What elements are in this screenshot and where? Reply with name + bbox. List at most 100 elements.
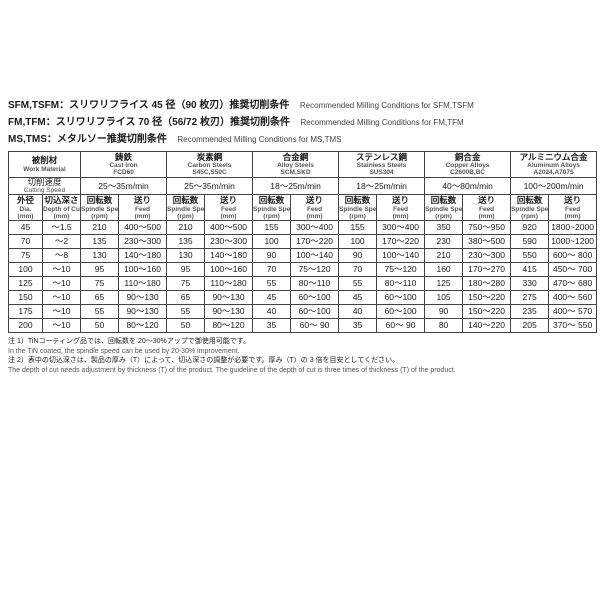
cell-rpm: 65 bbox=[81, 291, 119, 305]
cell-rpm: 75 bbox=[81, 277, 119, 291]
cell-feed: 230～300 bbox=[205, 235, 253, 249]
cell-rpm: 275 bbox=[511, 291, 549, 305]
cell-feed: 230～300 bbox=[119, 235, 167, 249]
notes-block: 注 1）TiNコーティング品では、回転数を 20～30%アップで御使用可能です。… bbox=[8, 337, 592, 375]
note-jp: 注 2）表中の切込深さは、製品の厚み（T）によって、切込深さの調整が必要です。厚… bbox=[8, 357, 399, 364]
label-en: Cutting Speed bbox=[9, 187, 80, 194]
cell-rpm: 210 bbox=[425, 249, 463, 263]
cell-doc: ～2 bbox=[43, 235, 81, 249]
cell-feed: 400～ 560 bbox=[549, 291, 597, 305]
label-jp: 回転数 bbox=[253, 196, 290, 205]
label-en: Spindle Speed bbox=[81, 206, 118, 213]
cell-feed: 100～160 bbox=[205, 263, 253, 277]
cell-feed: 90～130 bbox=[119, 305, 167, 319]
col-doc: 切込深さ Depth of Cut (mm) bbox=[43, 195, 81, 221]
label-unit: (mm) bbox=[291, 213, 338, 220]
label-grade: S45C,S50C bbox=[167, 169, 252, 176]
cell-feed: 75～120 bbox=[291, 263, 339, 277]
col-feed: 送りFeed(mm) bbox=[377, 195, 425, 221]
cell-rpm: 210 bbox=[81, 221, 119, 235]
label-en: Spindle Speed bbox=[339, 206, 376, 213]
speed-cell: 18～25m/min bbox=[253, 178, 339, 195]
cell-feed: 60～ 90 bbox=[377, 319, 425, 333]
label-jp: 送り bbox=[377, 196, 424, 205]
speed-cell: 25～35m/min bbox=[167, 178, 253, 195]
note-line: In the TiN coated, the spindle speed can… bbox=[8, 347, 592, 356]
label-en: Feed bbox=[549, 206, 596, 213]
cell-doc: ～10 bbox=[43, 263, 81, 277]
cell-feed: 140～220 bbox=[463, 319, 511, 333]
cell-dia: 45 bbox=[9, 221, 43, 235]
cell-dia: 150 bbox=[9, 291, 43, 305]
cell-rpm: 135 bbox=[81, 235, 119, 249]
label-jp: 送り bbox=[291, 196, 338, 205]
label-en: Spindle Speed bbox=[253, 206, 290, 213]
col-feed: 送りFeed(mm) bbox=[549, 195, 597, 221]
cell-rpm: 55 bbox=[253, 277, 291, 291]
table-row: 200～105080～1205080～1203560～ 903560～ 9080… bbox=[9, 319, 597, 333]
cell-rpm: 130 bbox=[81, 249, 119, 263]
cell-feed: 140～180 bbox=[205, 249, 253, 263]
cell-feed: 400～ 570 bbox=[549, 305, 597, 319]
label-unit: (rpm) bbox=[167, 213, 204, 220]
speed-cell: 100～200m/min bbox=[511, 178, 597, 195]
label-jp: 送り bbox=[205, 196, 252, 205]
note-line: 注 2）表中の切込深さは、製品の厚み（T）によって、切込深さの調整が必要です。厚… bbox=[8, 356, 592, 365]
label-jp: 回転数 bbox=[425, 196, 462, 205]
table-row: 100～1095100～16095100～1607075～1207075～120… bbox=[9, 263, 597, 277]
cell-feed: 300～400 bbox=[291, 221, 339, 235]
cell-rpm: 95 bbox=[81, 263, 119, 277]
label-jp: 送り bbox=[549, 196, 596, 205]
cell-feed: 370～ 550 bbox=[549, 319, 597, 333]
label-unit: (rpm) bbox=[253, 213, 290, 220]
label-grade: C2600B,BC bbox=[425, 169, 510, 176]
cell-rpm: 55 bbox=[81, 305, 119, 319]
col-rpm: 回転数Spindle Speed(rpm) bbox=[511, 195, 549, 221]
label-unit: (mm) bbox=[119, 213, 166, 220]
cell-rpm: 50 bbox=[167, 319, 205, 333]
cell-rpm: 100 bbox=[339, 235, 377, 249]
label-en: Feed bbox=[463, 206, 510, 213]
col-material: 合金鋼 Alloy Steels SCM,SKD bbox=[253, 152, 339, 178]
cell-rpm: 90 bbox=[339, 249, 377, 263]
label-en: Work Material bbox=[9, 166, 80, 173]
cell-rpm: 155 bbox=[339, 221, 377, 235]
label-en: Feed bbox=[291, 206, 338, 213]
cell-doc: ～10 bbox=[43, 305, 81, 319]
label-jp: 切削速度 bbox=[9, 178, 80, 187]
label-grade: SUS304 bbox=[339, 169, 424, 176]
table-row: 70～2135230～300135230～300100170～220100170… bbox=[9, 235, 597, 249]
col-feed: 送りFeed(mm) bbox=[119, 195, 167, 221]
cell-dia: 175 bbox=[9, 305, 43, 319]
speed-cell: 40～80m/min bbox=[425, 178, 511, 195]
col-rpm: 回転数Spindle Speed(rpm) bbox=[253, 195, 291, 221]
cell-dia: 100 bbox=[9, 263, 43, 277]
cell-feed: 300～400 bbox=[377, 221, 425, 235]
cell-rpm: 70 bbox=[339, 263, 377, 277]
label-en: Stainless Steels bbox=[339, 162, 424, 169]
speed-cell: 18～25m/min bbox=[339, 178, 425, 195]
label-jp: 外径 bbox=[9, 196, 42, 205]
cell-feed: 80～120 bbox=[205, 319, 253, 333]
cell-rpm: 205 bbox=[511, 319, 549, 333]
table-row: 150～106590～1306590～1304560～1004560～10010… bbox=[9, 291, 597, 305]
label-jp: 鋳鉄 bbox=[81, 153, 166, 162]
cell-feed: 80～120 bbox=[119, 319, 167, 333]
cell-dia: 200 bbox=[9, 319, 43, 333]
cell-rpm: 45 bbox=[253, 291, 291, 305]
label-en: Copper Alloys bbox=[425, 162, 510, 169]
heading-en: Recommended Milling Conditions for FM,TF… bbox=[300, 118, 463, 127]
col-dia: 外径 Dia. (mm) bbox=[9, 195, 43, 221]
cell-rpm: 415 bbox=[511, 263, 549, 277]
conditions-table: 被削材 Work Material 鋳鉄 Cast Iron FCD60 炭素鋼… bbox=[8, 151, 597, 333]
label-jp: 回転数 bbox=[511, 196, 548, 205]
cell-feed: 600～ 800 bbox=[549, 249, 597, 263]
cell-rpm: 75 bbox=[167, 277, 205, 291]
label-unit: (rpm) bbox=[511, 213, 548, 220]
label-jp: 回転数 bbox=[339, 196, 376, 205]
label-unit: (mm) bbox=[205, 213, 252, 220]
note-en: In the TiN coated, the spindle speed can… bbox=[8, 348, 240, 355]
label-en: Alloy Steels bbox=[253, 162, 338, 169]
label-jp: 炭素鋼 bbox=[167, 153, 252, 162]
col-material: 炭素鋼 Carbon Steels S45C,S50C bbox=[167, 152, 253, 178]
